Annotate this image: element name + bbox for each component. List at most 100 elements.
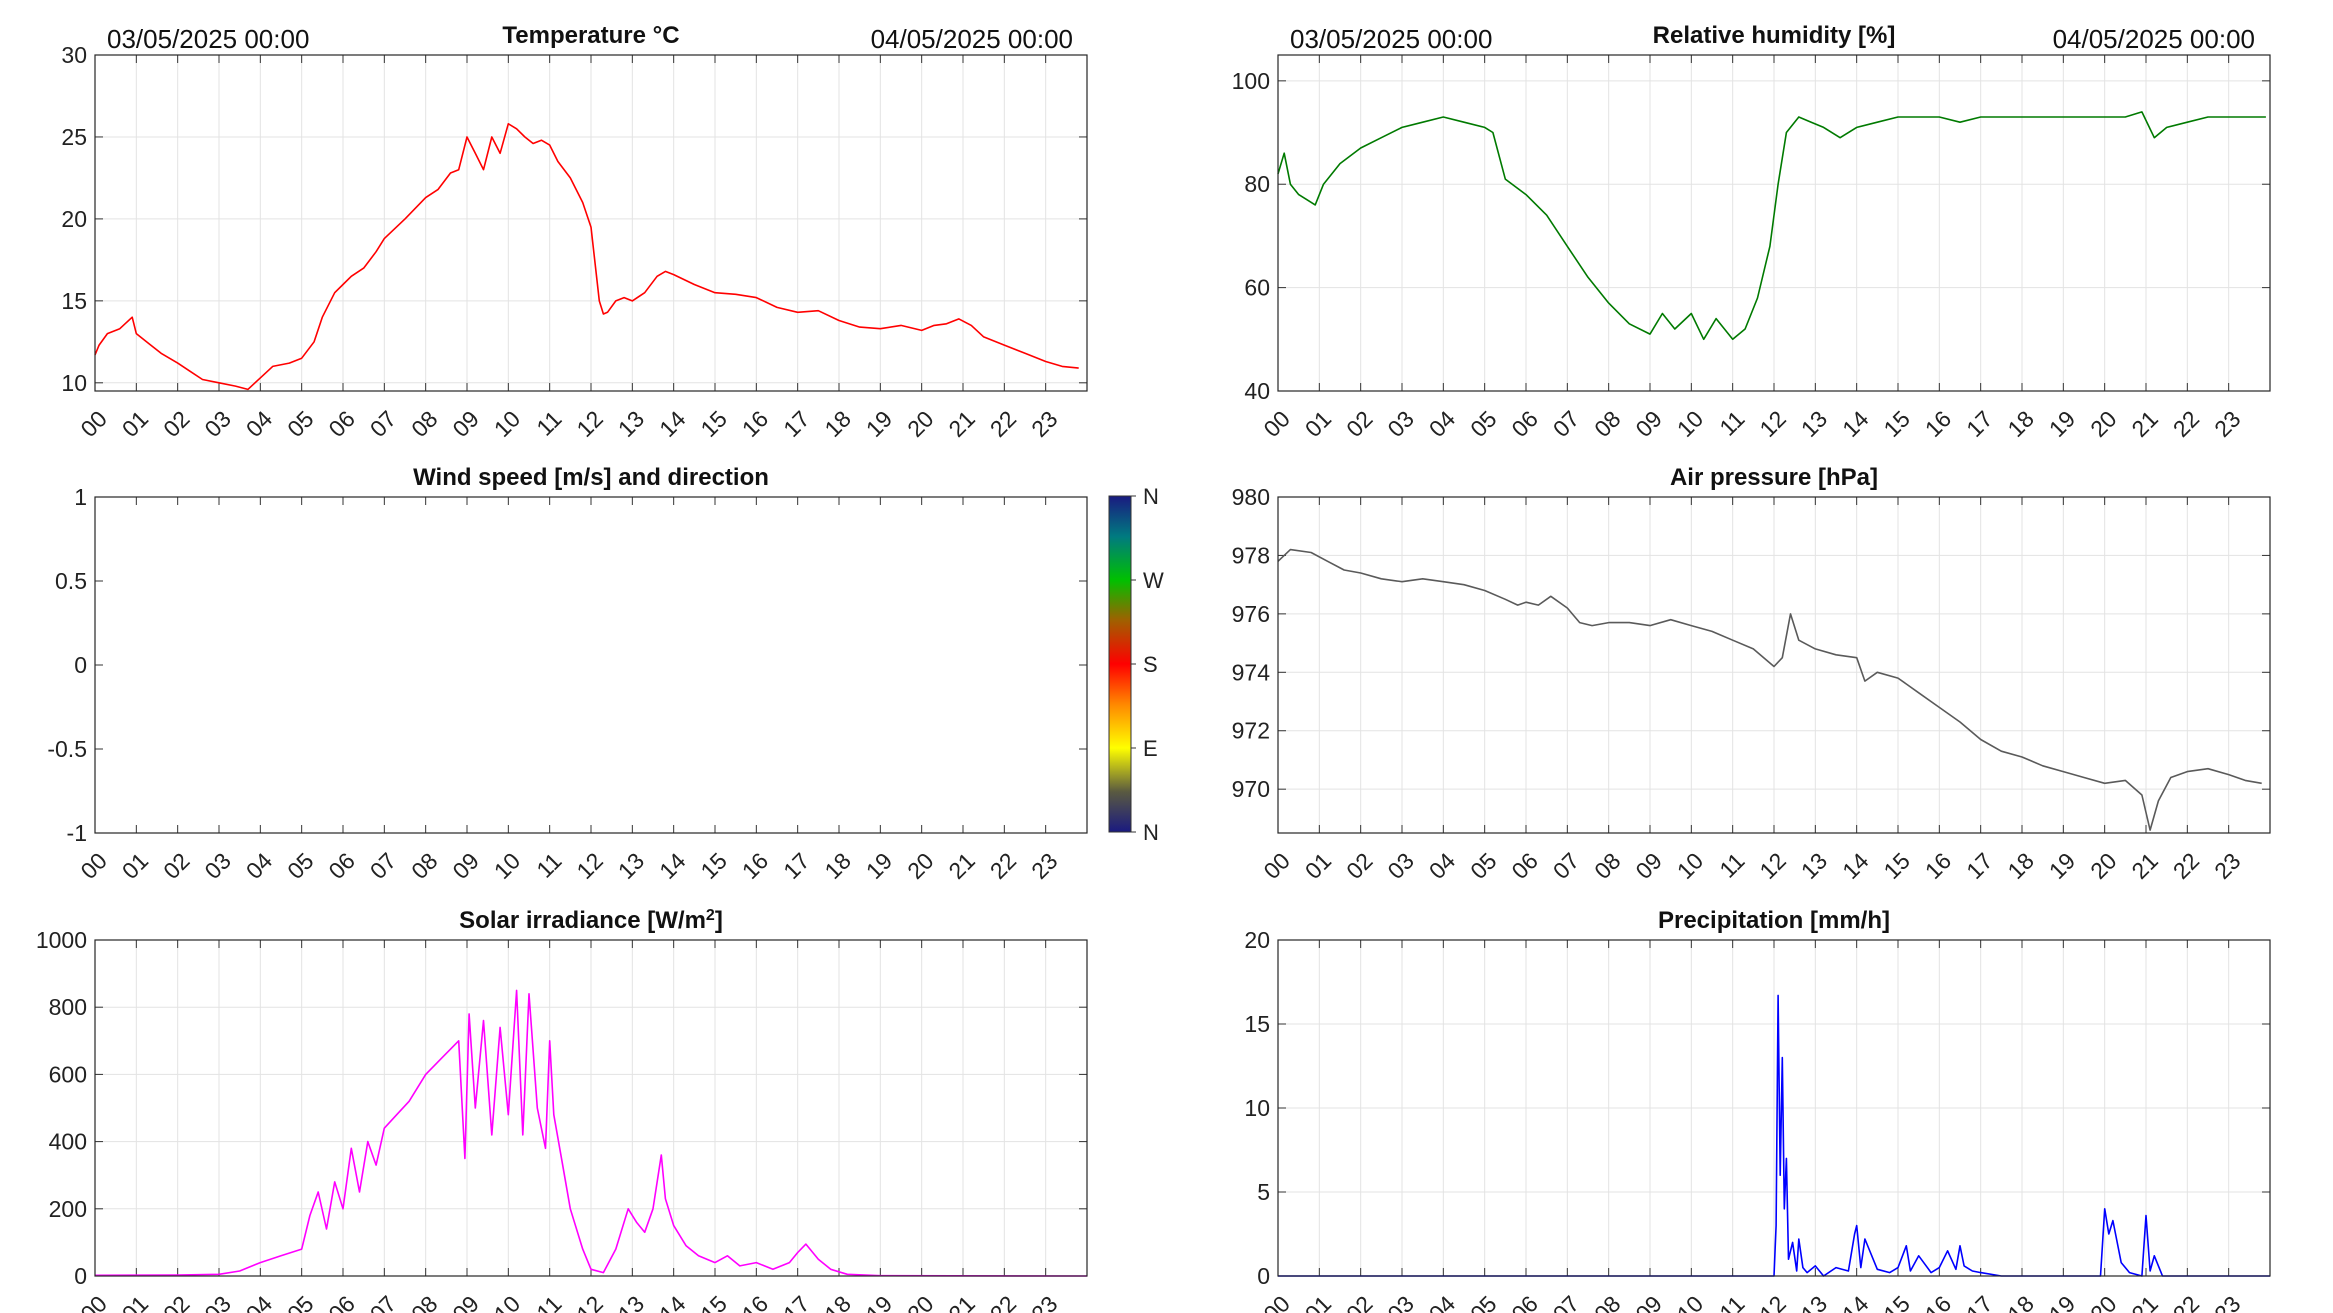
x-tick-label: 21 xyxy=(2126,848,2162,884)
x-tick-label: 11 xyxy=(1714,1291,1749,1313)
y-tick-label: 974 xyxy=(1232,659,1271,685)
x-tick-label: 22 xyxy=(985,848,1021,884)
y-tick-label: 5 xyxy=(1257,1179,1270,1205)
wind-chart: 00 01 02 03 04 05 06 07 08 09 10 11 12 13 14 15 16 17 18 19… xyxy=(47,464,1088,884)
y-tick-label: 30 xyxy=(61,42,87,68)
y-tick-label: -1 xyxy=(67,820,87,846)
x-tick-label: 05 xyxy=(282,1291,318,1313)
x-tick-label: 16 xyxy=(1920,1291,1956,1313)
x-tick-label: 13 xyxy=(1796,1291,1832,1313)
x-tick-label: 08 xyxy=(1589,1291,1625,1313)
x-tick-label: 20 xyxy=(902,406,938,442)
x-tick-label: 09 xyxy=(1630,1291,1666,1313)
temperature-chart: 00 01 02 03 04 05 06 07 08 09 10 11 12 13 14 15 16 17 18 19… xyxy=(61,22,1088,442)
x-tick-label: 20 xyxy=(902,1291,938,1313)
x-tick-label: 23 xyxy=(2209,1291,2245,1313)
x-tick-label: 05 xyxy=(282,406,318,442)
plot-area xyxy=(95,497,1087,833)
x-tick-label: 05 xyxy=(282,848,318,884)
x-tick-label: 18 xyxy=(2002,848,2038,884)
x-tick-label: 11 xyxy=(1714,848,1749,883)
x-tick-label: 23 xyxy=(1026,1291,1062,1313)
x-tick-label: 23 xyxy=(1026,848,1062,884)
x-tick-label: 09 xyxy=(447,848,483,884)
y-tick-label: 976 xyxy=(1232,601,1270,627)
x-tick-label: 19 xyxy=(2044,406,2080,442)
y-tick-label: 15 xyxy=(61,288,87,314)
x-tick-label: 21 xyxy=(2126,406,2162,442)
x-tick-label: 15 xyxy=(695,848,731,884)
x-tick-label: 07 xyxy=(1548,406,1584,442)
pressure-chart: 00 01 02 03 04 05 06 07 08 09 10 11 12 13 14 15 16 17 18 19… xyxy=(1232,464,2271,884)
y-tick-label: 1000 xyxy=(36,927,87,953)
humidity-series-line xyxy=(1277,111,2266,341)
x-tick-label: 11 xyxy=(531,1291,566,1313)
x-tick-label: 23 xyxy=(2209,406,2245,442)
right-end-date: 04/05/2025 00:00 xyxy=(2053,24,2255,54)
x-tick-label: 02 xyxy=(1341,1291,1377,1313)
x-tick-label: 07 xyxy=(1548,848,1584,884)
x-tick-label: 00 xyxy=(75,406,111,442)
x-tick-label: 04 xyxy=(241,405,278,442)
x-tick-label: 23 xyxy=(1026,406,1062,442)
y-tick-label: 60 xyxy=(1244,275,1270,301)
x-tick-label: 04 xyxy=(241,1290,278,1313)
x-tick-label: 09 xyxy=(1630,848,1666,884)
x-tick-label: 10 xyxy=(489,406,525,442)
x-tick-label: 10 xyxy=(489,1291,525,1313)
x-tick-label: 04 xyxy=(241,847,278,884)
x-tick-label: 00 xyxy=(1258,848,1294,884)
axes-frame xyxy=(1277,496,2271,834)
colorbar-tick-label: W xyxy=(1143,568,1164,593)
axes-frame xyxy=(1277,54,2271,392)
colorbar-tick-label: N xyxy=(1143,484,1159,509)
x-tick-label: 22 xyxy=(2168,848,2204,884)
x-tick-label: 22 xyxy=(985,406,1021,442)
x-tick-label: 06 xyxy=(323,1291,359,1313)
x-tick-label: 00 xyxy=(1258,406,1294,442)
x-tick-label: 04 xyxy=(1424,847,1461,884)
x-tick-label: 08 xyxy=(1589,848,1625,884)
x-tick-label: 09 xyxy=(1630,406,1666,442)
x-tick-label: 17 xyxy=(778,848,814,884)
x-tick-label: 04 xyxy=(1424,1290,1461,1313)
y-tick-label: 800 xyxy=(49,994,87,1020)
x-tick-label: 19 xyxy=(861,406,897,442)
y-tick-label: 10 xyxy=(1244,1095,1270,1121)
y-tick-label: 978 xyxy=(1232,542,1270,568)
x-tick-label: 10 xyxy=(489,848,525,884)
x-tick-label: 16 xyxy=(737,406,773,442)
pressure-series-line xyxy=(1277,548,2262,831)
wind-title: Wind speed [m/s] and direction xyxy=(413,464,769,491)
pressure-title: Air pressure [hPa] xyxy=(1670,464,1878,491)
y-tick-label: 15 xyxy=(1244,1011,1270,1037)
x-tick-label: 09 xyxy=(447,1291,483,1313)
x-tick-label: 02 xyxy=(158,1291,194,1313)
solar-series-line xyxy=(94,989,1088,1277)
x-tick-label: 19 xyxy=(861,848,897,884)
x-tick-label: 17 xyxy=(778,1291,814,1313)
x-tick-label: 12 xyxy=(1754,1291,1790,1313)
y-tick-label: 25 xyxy=(61,124,87,150)
wind-direction-colorbar: N E S W N xyxy=(1108,484,1164,845)
x-tick-label: 08 xyxy=(406,1291,442,1313)
x-tick-label: 05 xyxy=(1465,848,1501,884)
y-tick-label: 400 xyxy=(49,1129,87,1155)
x-tick-label: 16 xyxy=(1920,406,1956,442)
title-superscript: 2 xyxy=(706,907,715,924)
y-tick-label: 980 xyxy=(1232,484,1270,510)
x-tick-label: 03 xyxy=(1382,1291,1418,1313)
solar-chart: 00 01 02 03 04 05 06 07 08 09 10 11 12 13 14 15 16 17 18 19… xyxy=(36,907,1088,1313)
x-tick-label: 11 xyxy=(1714,406,1749,441)
humidity-title: Relative humidity [%] xyxy=(1653,22,1896,49)
x-tick-label: 01 xyxy=(1300,1291,1336,1313)
x-tick-label: 22 xyxy=(2168,1291,2204,1313)
x-tick-label: 02 xyxy=(1341,848,1377,884)
colorbar-tick-label: N xyxy=(1143,820,1159,845)
x-tick-label: 13 xyxy=(613,1291,649,1313)
x-tick-label: 12 xyxy=(571,848,607,884)
x-tick-label: 08 xyxy=(1589,406,1625,442)
x-tick-label: 12 xyxy=(1754,848,1790,884)
x-tick-label: 17 xyxy=(1961,848,1997,884)
x-tick-label: 11 xyxy=(531,848,566,883)
